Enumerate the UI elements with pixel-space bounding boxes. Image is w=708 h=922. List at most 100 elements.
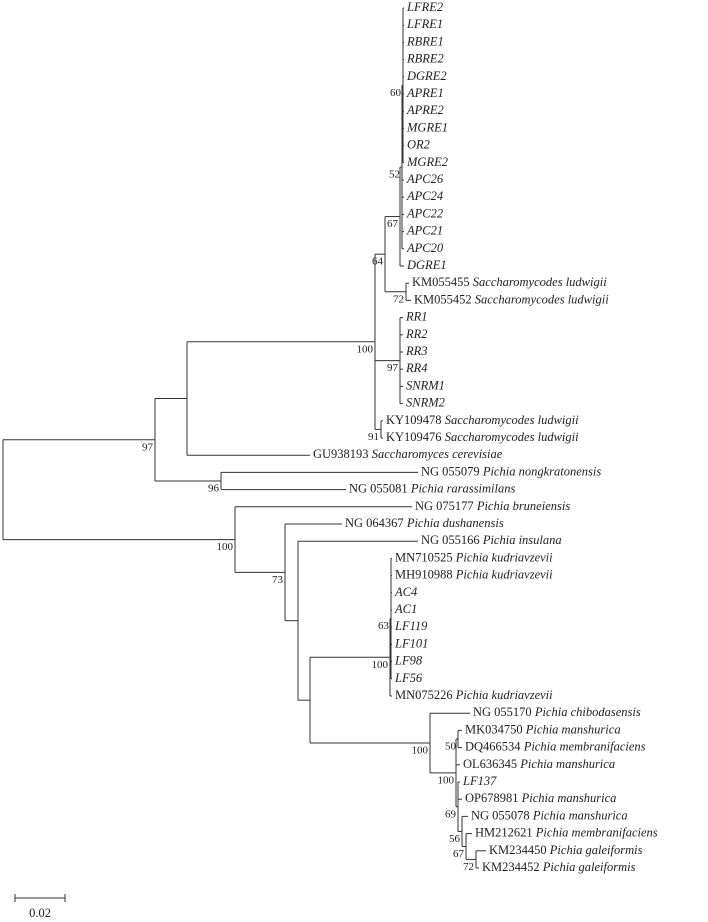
leaf-name: DGRE1 <box>406 258 447 272</box>
species: Pichia chibodasensis <box>534 705 641 719</box>
accession: NG 055078 <box>471 808 530 822</box>
leaf-name: LFRE2 <box>406 0 443 14</box>
bootstrap-value: 97 <box>142 441 154 453</box>
leaf-label: APC21 <box>406 223 443 237</box>
leaf-label: KM234452 Pichia galeiformis <box>482 860 636 874</box>
leaf-label: GU938193 Saccharomyces cerevisiae <box>313 447 503 461</box>
bootstrap-value: 100 <box>217 541 234 553</box>
leaf-label: DGRE1 <box>406 258 447 272</box>
leaf-label: RR1 <box>405 309 428 323</box>
accession: DQ466534 <box>465 739 521 753</box>
leaf-label: HM212621 Pichia membranifaciens <box>475 825 658 839</box>
accession: OP678981 <box>465 791 518 805</box>
species: Pichia membranifaciens <box>535 825 658 839</box>
leaf-label: NG 075177 Pichia bruneiensis <box>415 499 570 513</box>
leaf-label: APC26 <box>406 172 444 186</box>
leaf-name: LF137 <box>462 774 497 788</box>
accession: KY109476 <box>386 430 442 444</box>
leaf-label: APRE2 <box>406 103 444 117</box>
leaf-label: OR2 <box>407 137 430 151</box>
leaf-label: APC24 <box>406 189 443 203</box>
species: Pichia manshurica <box>519 757 615 771</box>
species: Pichia kudriavzevii <box>455 567 553 581</box>
species: Pichia manshurica <box>525 722 621 736</box>
leaf-label: NG 055079 Pichia nongkratonensis <box>421 464 601 478</box>
leaf-label: MH910988 Pichia kudriavzevii <box>395 567 553 581</box>
accession: MH910988 <box>395 567 453 581</box>
bootstrap-value: 100 <box>372 659 389 671</box>
leaf-name: LF98 <box>394 653 423 667</box>
leaf-label: KM055455 Saccharomycodes ludwigii <box>412 275 607 289</box>
leaf-label: NG 064367 Pichia dushanensis <box>345 516 504 530</box>
leaf-name: SNRM1 <box>406 378 445 392</box>
leaf-name: MGRE1 <box>406 120 448 134</box>
leaf-label: NG 055166 Pichia insulana <box>421 533 562 547</box>
leaf-label: KM234450 Pichia galeiformis <box>489 843 643 857</box>
species: Pichia manshurica <box>532 808 628 822</box>
accession: KM234450 <box>489 843 547 857</box>
accession: OL636345 <box>463 757 517 771</box>
leaf-label: DGRE2 <box>406 69 447 83</box>
leaf-label: OP678981 Pichia manshurica <box>465 791 616 805</box>
leaf-label: NG 055078 Pichia manshurica <box>471 808 628 822</box>
leaf-label: DQ466534 Pichia membranifaciens <box>465 739 646 753</box>
leaf-label: SNRM1 <box>406 378 445 392</box>
accession: NG 055170 <box>473 705 532 719</box>
leaf-label: AC1 <box>394 602 417 616</box>
bootstrap-value: 100 <box>438 774 455 786</box>
species: Pichia nongkratonensis <box>482 464 602 478</box>
leaf-label: RR3 <box>405 344 428 358</box>
species: Pichia bruneiensis <box>476 499 571 513</box>
species: Pichia insulana <box>482 533 562 547</box>
leaf-name: SNRM2 <box>406 395 445 409</box>
leaf-name: RR2 <box>405 327 428 341</box>
leaf-label: MK034750 Pichia manshurica <box>465 722 621 736</box>
accession: HM212621 <box>475 825 533 839</box>
leaf-label: AC4 <box>394 585 417 599</box>
leaf-name: RR1 <box>405 309 428 323</box>
leaf-name: DGRE2 <box>406 69 447 83</box>
leaf-label: LF137 <box>462 774 497 788</box>
leaf-name: LF56 <box>394 671 423 685</box>
species: Saccharomycodes ludwigii <box>473 275 607 289</box>
leaf-label: RR4 <box>405 361 428 375</box>
leaf-label: LFRE2 <box>406 0 443 14</box>
leaf-name: LF119 <box>394 619 428 633</box>
accession: NG 064367 <box>345 516 404 530</box>
leaf-label: LF98 <box>394 653 423 667</box>
bootstrap-value: 69 <box>445 808 457 820</box>
leaf-name: LF101 <box>394 636 428 650</box>
species: Pichia rarassimilans <box>410 481 516 495</box>
leaf-name: MGRE2 <box>406 155 448 169</box>
leaf-label: APRE1 <box>406 86 444 100</box>
leaf-name: AC4 <box>394 585 417 599</box>
leaf-label: NG 055081 Pichia rarassimilans <box>349 481 515 495</box>
accession: MN075226 <box>395 688 453 702</box>
leaf-label: LF101 <box>394 636 428 650</box>
accession: NG 055166 <box>421 533 480 547</box>
leaf-label: SNRM2 <box>406 395 445 409</box>
leaf-label: MN710525 Pichia kudriavzevii <box>395 550 553 564</box>
bootstrap-value: 56 <box>449 833 461 845</box>
species: Pichia kudriavzevii <box>455 550 553 564</box>
leaf-label: LF56 <box>394 671 423 685</box>
bootstrap-value: 100 <box>357 343 374 355</box>
leaf-name: RBRE2 <box>406 51 444 65</box>
leaf-name: APRE2 <box>406 103 444 117</box>
leaf-name: APC20 <box>406 241 444 255</box>
accession: NG 055079 <box>421 464 480 478</box>
accession: NG 055081 <box>349 481 408 495</box>
bootstrap-value: 96 <box>208 483 220 495</box>
accession: GU938193 <box>313 447 369 461</box>
leaf-label: MN075226 Pichia kudriavzevii <box>395 688 553 702</box>
accession: KM234452 <box>482 860 540 874</box>
leaf-label: MGRE2 <box>406 155 448 169</box>
bootstrap-value: 72 <box>463 861 474 873</box>
bootstrap-value: 67 <box>453 848 465 860</box>
species: Pichia kudriavzevii <box>455 688 553 702</box>
accession: MN710525 <box>395 550 453 564</box>
species: Saccharomyces cerevisiae <box>372 447 503 461</box>
bootstrap-value: 50 <box>445 741 457 753</box>
leaf-name: AC1 <box>394 602 417 616</box>
leaf-label: RBRE2 <box>406 51 444 65</box>
